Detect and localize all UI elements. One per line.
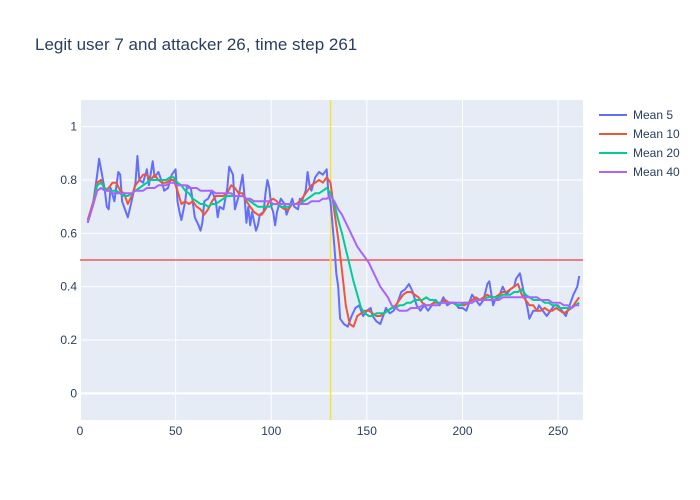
series-lines xyxy=(86,155,581,328)
series-line-mean-4 xyxy=(86,181,580,312)
x-tick-label: 100 xyxy=(261,424,281,438)
series-line-mean-1 xyxy=(86,155,581,328)
y-tick-label: 1 xyxy=(70,120,77,134)
x-tick-label: 200 xyxy=(452,424,472,438)
legend-item[interactable]: Mean 20 xyxy=(599,146,680,160)
y-tick-label: 0.2 xyxy=(60,333,77,347)
x-tick-label: 250 xyxy=(548,424,568,438)
y-gridlines xyxy=(80,126,583,395)
reference-lines xyxy=(80,100,583,420)
y-tick-label: 0.4 xyxy=(60,280,77,294)
legend-label: Mean 40 xyxy=(633,165,680,179)
y-tick-label: 0.8 xyxy=(60,173,77,187)
x-tick-label: 0 xyxy=(77,424,84,438)
y-axis-ticks: 0 0.2 0.4 0.6 0.8 1 xyxy=(60,120,77,401)
x-tick-label: 50 xyxy=(169,424,183,438)
y-tick-label: 0.6 xyxy=(60,226,77,240)
legend-label: Mean 10 xyxy=(633,127,680,141)
legend-item[interactable]: Mean 40 xyxy=(599,165,680,179)
legend-label: Mean 5 xyxy=(633,108,673,122)
x-tick-label: 150 xyxy=(357,424,377,438)
chart-title: Legit user 7 and attacker 26, time step … xyxy=(35,35,357,54)
legend[interactable]: Mean 5 Mean 10 Mean 20 Mean 40 xyxy=(599,108,680,179)
legend-item[interactable]: Mean 5 xyxy=(599,108,673,122)
x-axis-ticks: 0 50 100 150 200 250 xyxy=(77,424,569,438)
series-line-mean-3 xyxy=(86,176,580,317)
y-tick-label: 0 xyxy=(70,386,77,400)
legend-label: Mean 20 xyxy=(633,146,680,160)
series-line-mean-2 xyxy=(86,173,581,328)
legend-item[interactable]: Mean 10 xyxy=(599,127,680,141)
